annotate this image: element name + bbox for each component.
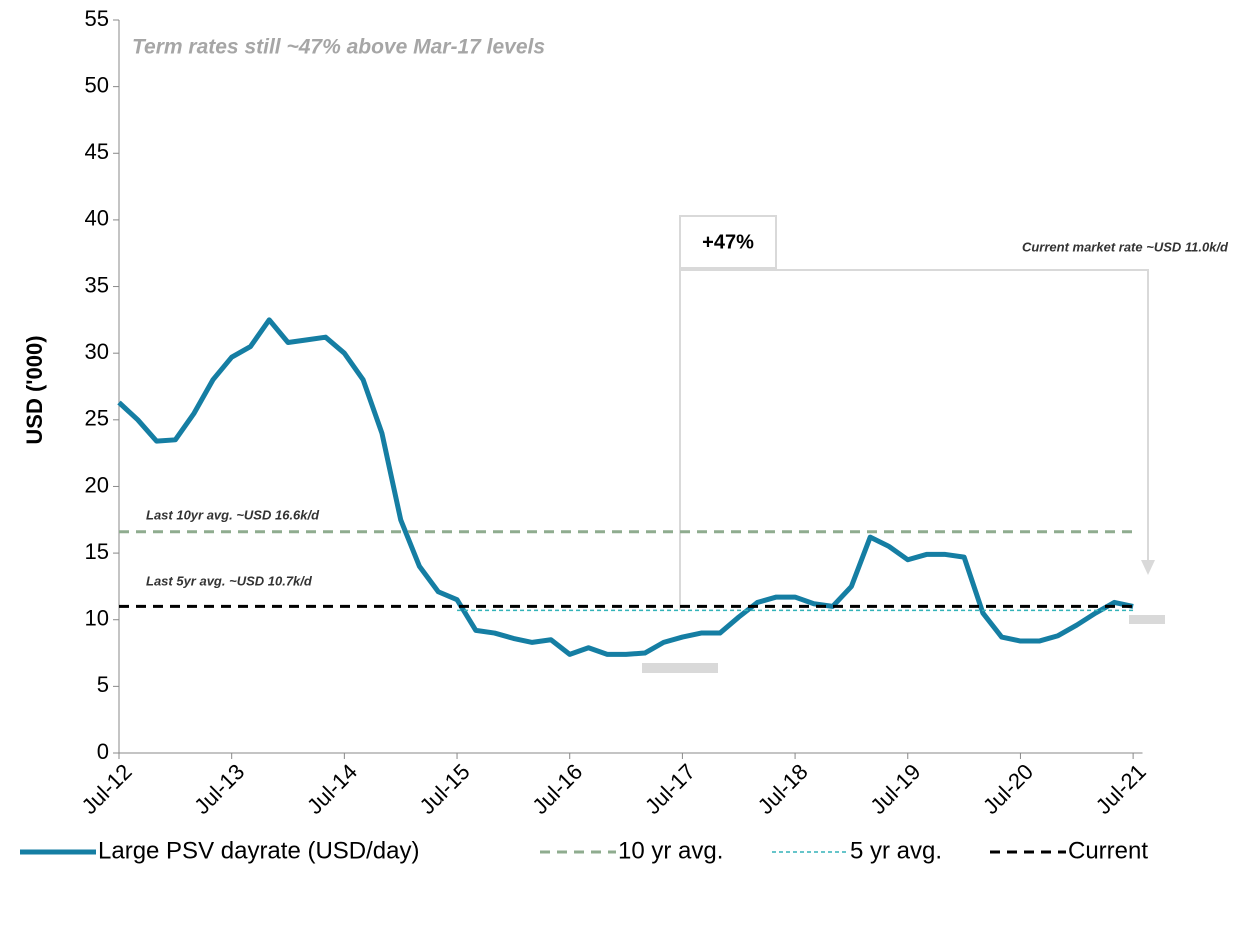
annotation: Last 10yr avg. ~USD 16.6k/d [146, 507, 320, 522]
y-tick-label: 35 [85, 272, 109, 297]
legend-label: Current [1068, 837, 1148, 864]
y-tick-label: 50 [85, 72, 109, 97]
arrow-head [1141, 560, 1155, 575]
legend-label: 5 yr avg. [850, 837, 942, 864]
annotation: +47% [702, 231, 754, 253]
y-tick-label: 0 [97, 739, 109, 764]
y-tick-label: 45 [85, 139, 109, 164]
annotation: Current market rate ~USD 11.0k/d [1022, 239, 1229, 254]
legend-label: Large PSV dayrate (USD/day) [98, 837, 419, 864]
y-tick-label: 10 [85, 606, 109, 631]
bracket [679, 269, 1149, 610]
x-tick-label: Jul-16 [527, 759, 587, 819]
x-tick-label: Jul-17 [640, 759, 700, 819]
y-tick-label: 55 [85, 6, 109, 31]
legend-label: 10 yr avg. [618, 837, 723, 864]
y-axis-label: USD ('000) [22, 335, 47, 444]
y-tick-label: 25 [85, 406, 109, 431]
x-tick-label: Jul-15 [415, 759, 475, 819]
annotation: Last 5yr avg. ~USD 10.7k/d [146, 573, 313, 588]
x-tick-label: Jul-12 [77, 759, 137, 819]
y-tick-label: 30 [85, 339, 109, 364]
x-tick-label: Jul-19 [865, 759, 925, 819]
x-tick-label: Jul-21 [1091, 759, 1151, 819]
bracket-line [679, 269, 1149, 610]
marker-bar [1129, 615, 1165, 624]
y-tick-label: 5 [97, 672, 109, 697]
y-tick-label: 40 [85, 206, 109, 231]
x-tick-label: Jul-20 [978, 759, 1038, 819]
marker-bar [642, 663, 718, 673]
x-tick-label: Jul-13 [189, 759, 249, 819]
annotation-box [679, 215, 777, 269]
x-tick-label: Jul-18 [753, 759, 813, 819]
y-tick-label: 20 [85, 472, 109, 497]
y-tick-label: 15 [85, 539, 109, 564]
chart-title: Term rates still ~47% above Mar-17 level… [132, 36, 545, 59]
x-tick-label: Jul-14 [302, 759, 362, 819]
series-line [117, 317, 1134, 657]
